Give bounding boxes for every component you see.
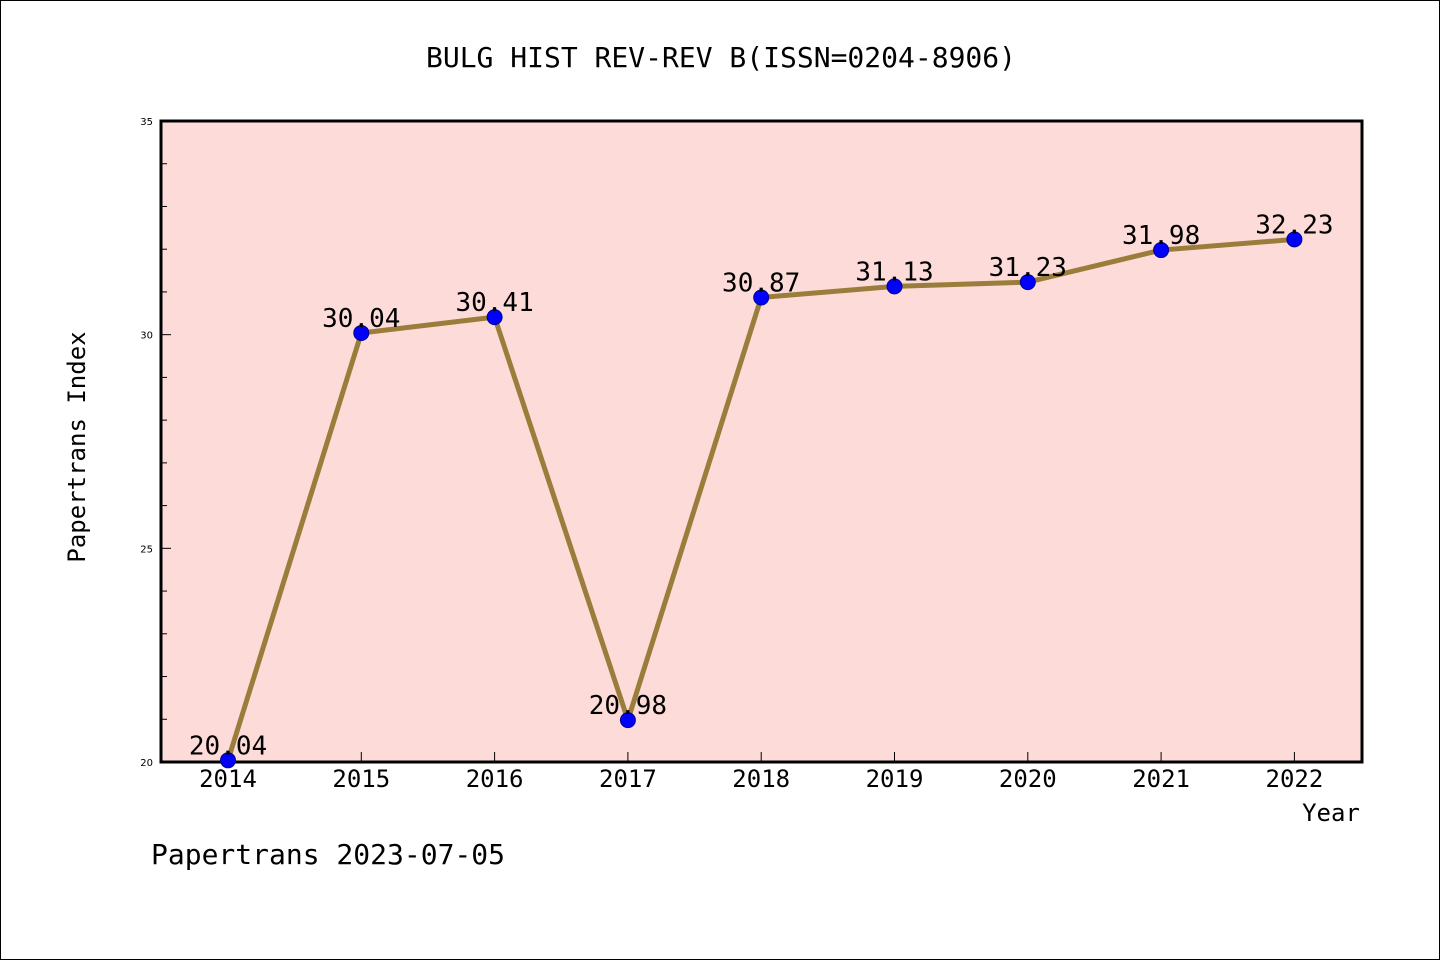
x-tick-label: 2021 — [1132, 765, 1190, 793]
data-point — [1286, 231, 1303, 248]
y-axis-ticks: 20 25 30 35 — [140, 117, 171, 769]
data-point — [619, 712, 636, 729]
chart-title: BULG HIST REV-REV B(ISSN=0204-8906) — [426, 41, 1016, 74]
data-label: 30.04 — [322, 304, 400, 334]
data-point — [353, 324, 370, 341]
x-tick-label: 2016 — [466, 765, 524, 793]
series-layer — [220, 231, 1303, 769]
data-label: 20.98 — [589, 691, 667, 721]
data-label: 30.87 — [722, 268, 800, 298]
plot-area — [159, 119, 1364, 764]
x-axis-ticks: 2014 2015 2016 2017 2018 2019 2020 2021 2022 — [199, 752, 1323, 793]
y-tick-label: 20 — [140, 758, 153, 769]
data-point — [886, 278, 903, 295]
x-tick-label: 2014 — [199, 765, 257, 793]
data-label: 32.23 — [1255, 210, 1333, 240]
x-tick-label: 2019 — [866, 765, 924, 793]
x-tick-label: 2018 — [732, 765, 790, 793]
x-tick-label: 2022 — [1266, 765, 1324, 793]
data-label: 31.98 — [1122, 221, 1200, 251]
x-axis-title: Year — [1302, 799, 1360, 827]
data-point — [1019, 274, 1036, 291]
y-axis-title: Papertrans Index — [63, 331, 91, 562]
y-tick-label: 25 — [140, 544, 153, 555]
data-point — [1153, 242, 1170, 259]
data-labels-layer: 20.04 30.04 30.41 20.98 30.87 31.13 31.23 31.98… — [189, 210, 1334, 761]
data-point — [486, 309, 503, 326]
data-point — [220, 752, 236, 769]
x-tick-label: 2015 — [332, 765, 390, 793]
y-tick-label: 35 — [140, 117, 153, 128]
x-tick-label: 2020 — [999, 765, 1057, 793]
data-label: 30.41 — [455, 288, 533, 318]
data-point — [753, 289, 770, 306]
data-label: 31.23 — [989, 253, 1067, 283]
data-label: 20.04 — [189, 731, 267, 761]
data-label: 31.13 — [855, 257, 933, 287]
y-tick-label: 30 — [140, 331, 153, 342]
x-tick-label: 2017 — [599, 765, 657, 793]
footer-source: Papertrans 2023-07-05 — [151, 838, 505, 871]
